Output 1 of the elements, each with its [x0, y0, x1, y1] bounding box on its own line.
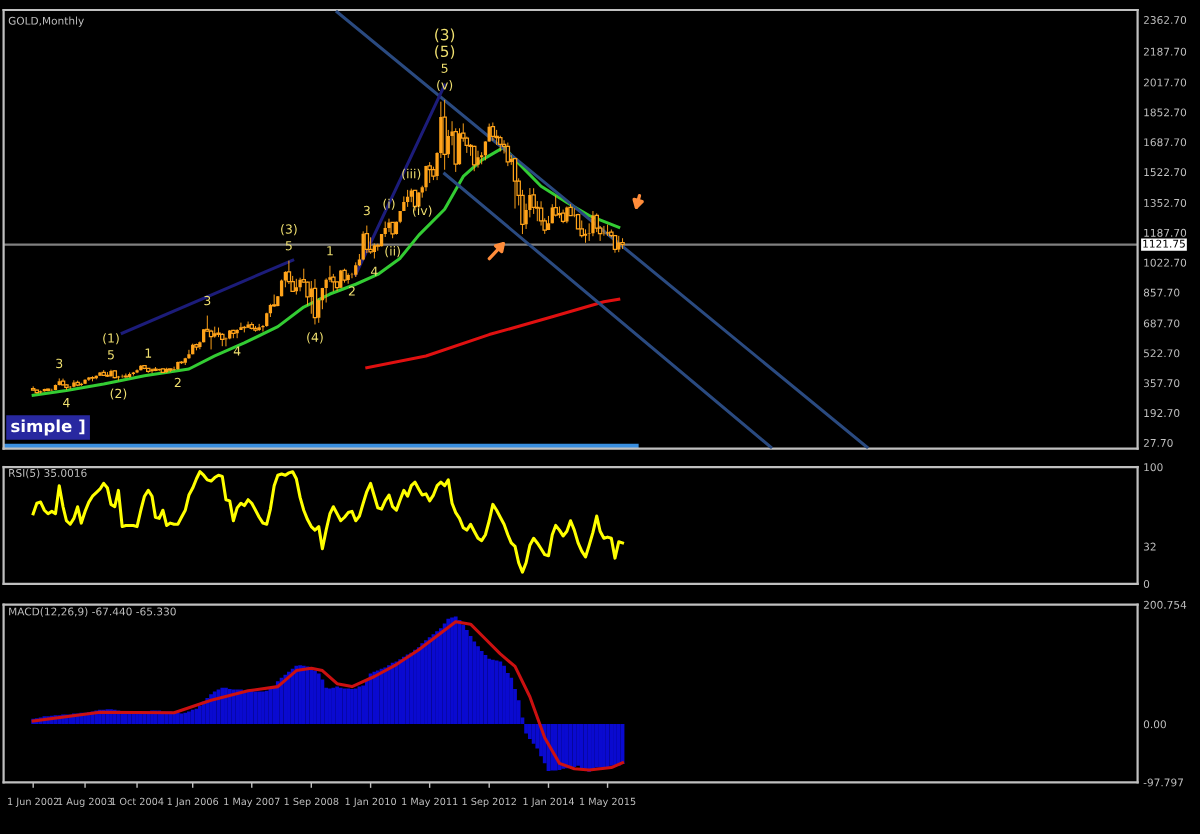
annotation: simple ]: [11, 419, 85, 436]
